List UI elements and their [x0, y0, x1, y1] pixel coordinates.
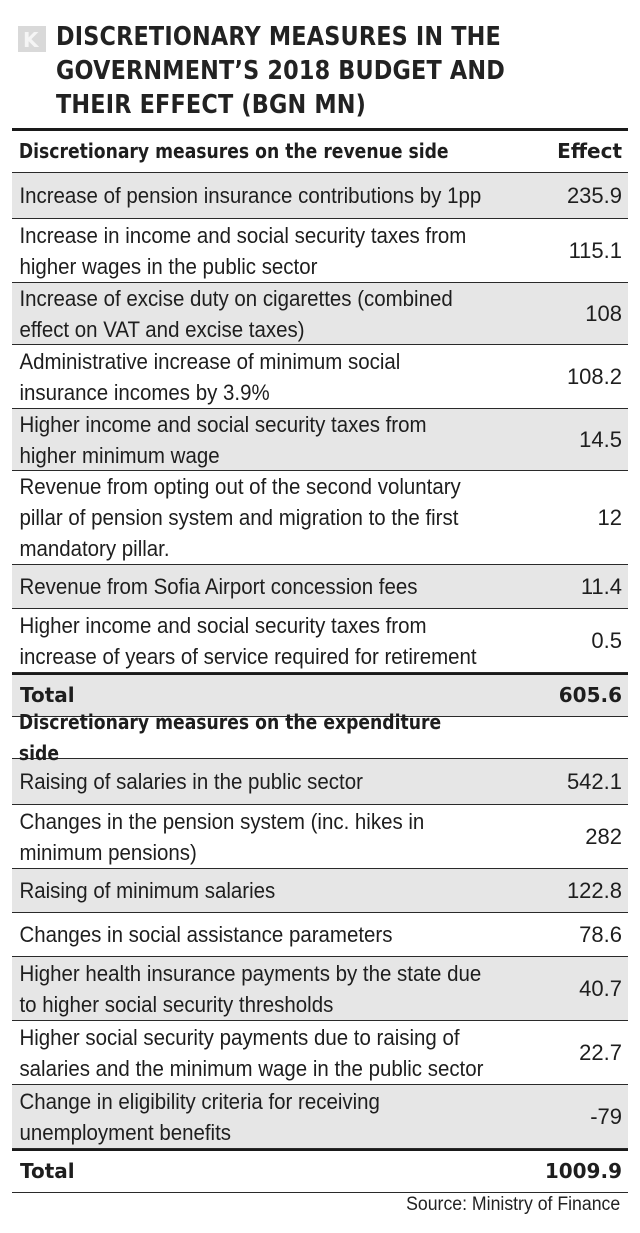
table-row: Higher income and social security taxes …: [12, 409, 628, 471]
table-row: Raising of salaries in the public sector…: [12, 759, 628, 805]
row-value: 78.6: [579, 922, 622, 947]
row-label: Increase of pension insurance contributi…: [19, 183, 482, 208]
row-label: Revenue from opting out of the second vo…: [19, 474, 461, 561]
revenue-header-row: Discretionary measures on the revenue si…: [12, 131, 628, 173]
revenue-header: Discretionary measures on the revenue si…: [18, 139, 449, 163]
table-row: Higher social security payments due to r…: [12, 1021, 628, 1085]
expenditure-header: Discretionary measures on the expenditur…: [18, 709, 442, 765]
table-row: Higher income and social security taxes …: [12, 609, 628, 673]
row-value: 115.1: [568, 238, 622, 263]
table-row: Increase in income and social security t…: [12, 219, 628, 283]
row-value: 0.5: [591, 628, 622, 653]
row-label: Higher income and social security taxes …: [19, 612, 477, 669]
table-row: Change in eligibility criteria for recei…: [12, 1085, 628, 1149]
table-row: Higher health insurance payments by the …: [12, 957, 628, 1021]
table-row: Changes in social assistance parameters …: [12, 913, 628, 957]
row-value: 108.2: [566, 364, 622, 389]
row-label: Higher social security payments due to r…: [19, 1024, 484, 1081]
row-label: Changes in the pension system (inc. hike…: [19, 808, 425, 865]
row-value: 282: [585, 824, 622, 849]
table-row: Increase of excise duty on cigarettes (c…: [12, 283, 628, 345]
revenue-total-row: Total 605.6: [12, 673, 628, 717]
row-value: 12: [597, 505, 622, 530]
row-label: Raising of salaries in the public sector: [19, 769, 363, 794]
row-value: 122.8: [566, 878, 622, 903]
page-title: DISCRETIONARY MEASURES IN THE GOVERNMENT…: [56, 22, 505, 120]
row-value: 22.7: [579, 1040, 622, 1065]
row-value: -79: [590, 1104, 622, 1129]
row-value: 108: [585, 301, 622, 326]
table-row: Raising of minimum salaries 122.8: [12, 869, 628, 913]
table-row: Changes in the pension system (inc. hike…: [12, 805, 628, 869]
row-label: Revenue from Sofia Airport concession fe…: [19, 574, 418, 599]
row-label: Increase in income and social security t…: [19, 222, 467, 279]
row-label: Administrative increase of minimum socia…: [19, 348, 401, 405]
row-label: Changes in social assistance parameters: [19, 922, 393, 947]
total-label: Total: [20, 683, 75, 707]
row-value: 235.9: [566, 183, 622, 208]
row-value: 11.4: [580, 574, 622, 599]
row-label: Higher income and social security taxes …: [19, 411, 427, 468]
svg-text:K: K: [23, 28, 40, 52]
expenditure-total-row: Total 1009.9: [12, 1149, 628, 1193]
source-note: Source: Ministry of Finance: [405, 1194, 620, 1215]
measures-table: Discretionary measures on the revenue si…: [12, 128, 628, 1193]
total-label: Total: [20, 1159, 75, 1183]
table-row: Revenue from Sofia Airport concession fe…: [12, 565, 628, 609]
row-value: 542.1: [566, 769, 622, 794]
row-value: 14.5: [579, 427, 622, 452]
total-value: 1009.9: [544, 1159, 622, 1183]
table-row: Revenue from opting out of the second vo…: [12, 471, 628, 565]
row-label: Higher health insurance payments by the …: [19, 960, 482, 1017]
expenditure-header-row: Discretionary measures on the expenditur…: [12, 710, 628, 765]
effect-header: Effect: [557, 139, 622, 163]
table-row: Increase of pension insurance contributi…: [12, 173, 628, 219]
row-label: Raising of minimum salaries: [19, 878, 276, 903]
table-row: Administrative increase of minimum socia…: [12, 345, 628, 409]
row-value: 40.7: [579, 976, 622, 1001]
row-label: Increase of excise duty on cigarettes (c…: [19, 285, 453, 342]
row-label: Change in eligibility criteria for recei…: [19, 1088, 380, 1145]
total-value: 605.6: [558, 683, 622, 707]
table-top-rule: [12, 128, 628, 131]
publication-logo-icon: K: [18, 26, 46, 52]
